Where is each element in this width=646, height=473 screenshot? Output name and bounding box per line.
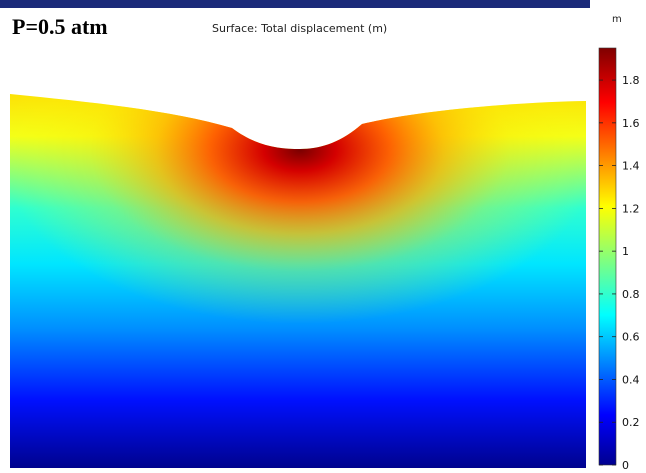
plot-title: Surface: Total displacement (m)	[212, 22, 388, 35]
colorbar-tick-label: 0.8	[622, 288, 640, 301]
pressure-label: P=0.5 atm	[12, 14, 108, 39]
colorbar-tick-label: 0	[622, 459, 629, 472]
colorbar-tick-label: 1	[622, 245, 629, 258]
colorbar-tick-label: 0.2	[622, 416, 640, 429]
colorbar-tick-label: 0.4	[622, 373, 640, 386]
colorbar	[598, 47, 617, 466]
colorbar-ticks: 0 0.2 0.4 0.6 0.8 1 1.2 1.4 1.6 1.8	[599, 74, 640, 472]
colorbar-tick-label: 1.4	[622, 160, 640, 173]
colorbar-tick-label: 1.2	[622, 202, 640, 215]
displacement-domain	[10, 94, 586, 468]
colorbar-tick-label: 1.6	[622, 117, 640, 130]
top-banner-bar	[0, 0, 590, 8]
colorbar-unit-label: m	[612, 14, 622, 25]
colorbar-tick-label: 0.6	[622, 331, 640, 344]
colorbar-tick-label: 1.8	[622, 74, 640, 87]
